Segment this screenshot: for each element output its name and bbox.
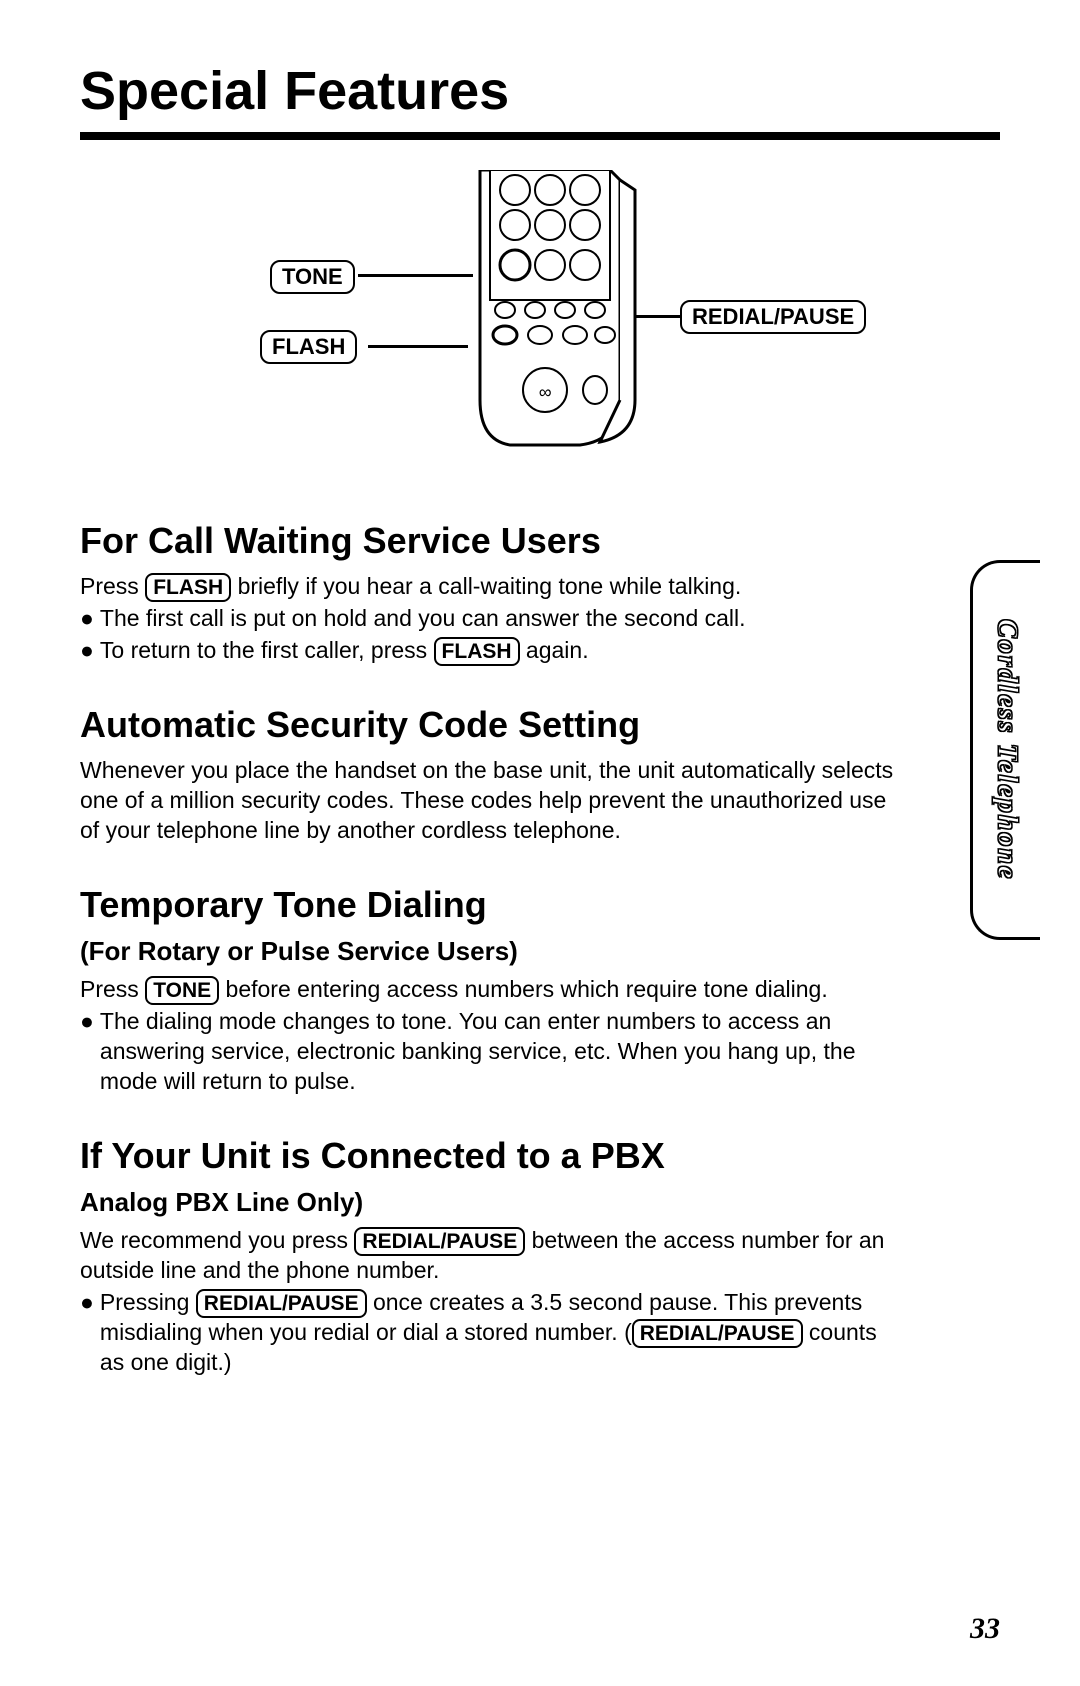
redial-pause-key: REDIAL/PAUSE: [196, 1289, 367, 1318]
text: Press: [80, 573, 145, 599]
page-number: 33: [970, 1612, 1000, 1646]
section-call-waiting: For Call Waiting Service Users Press FLA…: [80, 520, 900, 666]
redial-pause-key: REDIAL/PAUSE: [632, 1319, 803, 1348]
heading-pbx: If Your Unit is Connected to a PBX: [80, 1135, 900, 1177]
bullet-icon: ●: [80, 636, 94, 666]
bullet-icon: ●: [80, 1007, 94, 1037]
heading-call-waiting: For Call Waiting Service Users: [80, 520, 900, 562]
text: before entering access numbers which req…: [219, 976, 828, 1002]
bullet-icon: ●: [80, 1288, 94, 1318]
heading-temp-tone: Temporary Tone Dialing: [80, 884, 900, 926]
bullet-icon: ●: [80, 604, 94, 634]
section-auto-security: Automatic Security Code Setting Whenever…: [80, 704, 900, 846]
handset-diagram: TONE FLASH REDIAL/PAUSE ∞: [80, 170, 1000, 470]
heading-auto-security: Automatic Security Code Setting: [80, 704, 900, 746]
bullet-text: To return to the first caller, press FLA…: [100, 636, 900, 666]
bullet-text: The dialing mode changes to tone. You ca…: [100, 1007, 900, 1097]
flash-key: FLASH: [145, 573, 231, 602]
text: To return to the first caller, press: [100, 637, 434, 663]
side-tab: Cordless Telephone: [970, 560, 1040, 940]
redial-pause-label: REDIAL/PAUSE: [680, 300, 866, 334]
subheading-temp-tone: (For Rotary or Pulse Service Users): [80, 936, 900, 967]
bullet: ● The first call is put on hold and you …: [80, 604, 900, 634]
call-waiting-line1: Press FLASH briefly if you hear a call-w…: [80, 572, 900, 602]
temp-tone-line1: Press TONE before entering access number…: [80, 975, 900, 1005]
side-tab-text: Cordless Telephone: [991, 619, 1023, 880]
subheading-pbx: Analog PBX Line Only): [80, 1187, 900, 1218]
tone-label: TONE: [270, 260, 355, 294]
svg-text:∞: ∞: [539, 382, 552, 402]
redial-pause-key: REDIAL/PAUSE: [354, 1227, 525, 1256]
text: again.: [520, 637, 589, 663]
flash-key: FLASH: [434, 637, 520, 666]
section-pbx: If Your Unit is Connected to a PBX Analo…: [80, 1135, 900, 1378]
text: briefly if you hear a call-waiting tone …: [231, 573, 741, 599]
text: Pressing: [100, 1289, 196, 1315]
text: Press: [80, 976, 145, 1002]
title-rule: [80, 132, 1000, 140]
auto-security-body: Whenever you place the handset on the ba…: [80, 756, 900, 846]
bullet-text: The first call is put on hold and you ca…: [100, 604, 900, 634]
section-temp-tone: Temporary Tone Dialing (For Rotary or Pu…: [80, 884, 900, 1097]
text: We recommend you press: [80, 1227, 354, 1253]
page-title: Special Features: [80, 60, 1000, 122]
pbx-line1: We recommend you press REDIAL/PAUSE betw…: [80, 1226, 900, 1286]
tone-key: TONE: [145, 976, 219, 1005]
bullet: ● To return to the first caller, press F…: [80, 636, 900, 666]
handset-svg: ∞: [460, 170, 660, 460]
bullet-text: Pressing REDIAL/PAUSE once creates a 3.5…: [100, 1288, 900, 1378]
flash-label: FLASH: [260, 330, 357, 364]
bullet: ● The dialing mode changes to tone. You …: [80, 1007, 900, 1097]
bullet: ● Pressing REDIAL/PAUSE once creates a 3…: [80, 1288, 900, 1378]
